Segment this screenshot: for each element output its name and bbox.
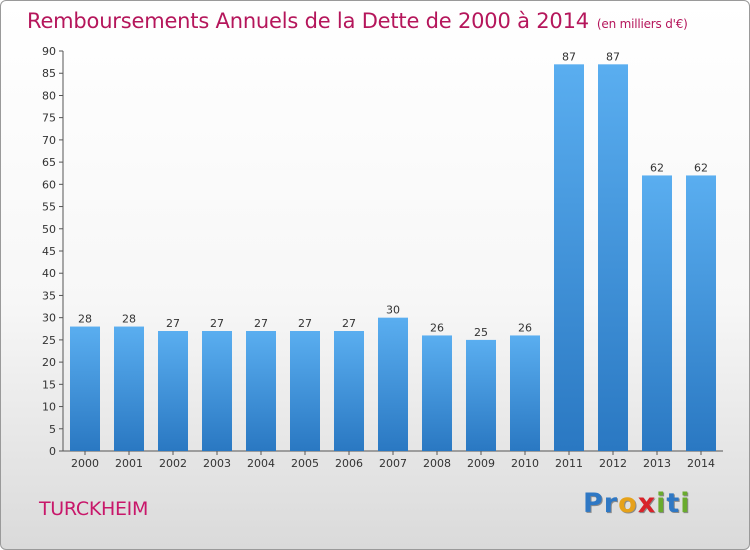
y-tick-label: 10 — [42, 401, 56, 414]
bar-2004 — [246, 331, 276, 451]
bar-value-label: 87 — [606, 50, 620, 63]
bar-2010 — [510, 335, 540, 451]
bar-value-label: 27 — [166, 317, 180, 330]
bar-value-label: 27 — [342, 317, 356, 330]
y-tick-label: 35 — [42, 289, 56, 302]
bar-2005 — [290, 331, 320, 451]
bar-2012 — [598, 64, 628, 452]
commune-name: TURCKHEIM — [39, 498, 149, 520]
y-tick-label: 60 — [42, 178, 56, 191]
x-tick-label: 2001 — [115, 457, 143, 470]
y-tick-label: 5 — [49, 423, 56, 436]
bar-value-label: 26 — [430, 321, 444, 334]
logo-letter: x — [637, 488, 657, 519]
x-tick-label: 2000 — [71, 457, 99, 470]
y-tick-label: 85 — [42, 67, 56, 80]
bar-value-label: 62 — [694, 161, 708, 174]
bar-2003 — [202, 331, 232, 451]
x-tick-label: 2010 — [511, 457, 539, 470]
bar-2009 — [466, 339, 496, 451]
y-tick-label: 90 — [42, 45, 56, 58]
x-tick-label: 2007 — [379, 457, 407, 470]
chart-title-text: Remboursements Annuels de la Dette de 20… — [27, 9, 589, 33]
x-tick-label: 2003 — [203, 457, 231, 470]
x-tick-label: 2002 — [159, 457, 187, 470]
x-tick-label: 2004 — [247, 457, 275, 470]
y-tick-label: 50 — [42, 223, 56, 236]
bar-2014 — [686, 175, 716, 451]
y-tick-label: 75 — [42, 112, 56, 125]
y-tick-label: 45 — [42, 245, 56, 258]
x-tick-label: 2005 — [291, 457, 319, 470]
bar-2001 — [114, 326, 144, 451]
logo-letter: i — [656, 488, 667, 519]
bar-value-label: 25 — [474, 326, 488, 339]
bar-value-label: 27 — [298, 317, 312, 330]
logo-letter: o — [618, 488, 638, 519]
logo-letter: t — [666, 488, 681, 519]
bar-2007 — [378, 317, 408, 451]
y-tick-label: 0 — [49, 445, 56, 458]
logo-letter: i — [680, 488, 691, 519]
proxiti-logo: Proxiti — [583, 488, 691, 519]
bar-2008 — [422, 335, 452, 451]
y-tick-label: 70 — [42, 134, 56, 147]
bar-value-label: 87 — [562, 50, 576, 63]
x-tick-label: 2012 — [599, 457, 627, 470]
chart-title: Remboursements Annuels de la Dette de 20… — [27, 9, 688, 33]
y-tick-label: 15 — [42, 378, 56, 391]
y-tick-label: 25 — [42, 334, 56, 347]
x-tick-label: 2009 — [467, 457, 495, 470]
y-tick-label: 40 — [42, 267, 56, 280]
bar-value-label: 62 — [650, 161, 664, 174]
y-tick-label: 20 — [42, 356, 56, 369]
bar-2002 — [158, 331, 188, 451]
logo-letter: r — [603, 488, 619, 519]
bar-2013 — [642, 175, 672, 451]
y-tick-label: 65 — [42, 156, 56, 169]
bar-value-label: 27 — [254, 317, 268, 330]
x-tick-label: 2008 — [423, 457, 451, 470]
bar-2006 — [334, 331, 364, 451]
bar-value-label: 28 — [78, 313, 92, 326]
bar-2000 — [70, 326, 100, 451]
bar-value-label: 30 — [386, 304, 400, 317]
x-tick-label: 2006 — [335, 457, 363, 470]
bar-2011 — [554, 64, 584, 452]
chart-unit: (en milliers d'€) — [596, 17, 688, 31]
y-tick-label: 30 — [42, 312, 56, 325]
y-tick-label: 80 — [42, 89, 56, 102]
bar-value-label: 26 — [518, 321, 532, 334]
bar-value-label: 27 — [210, 317, 224, 330]
bar-value-label: 28 — [122, 313, 136, 326]
x-tick-label: 2013 — [643, 457, 671, 470]
x-tick-label: 2011 — [555, 457, 583, 470]
logo-letter: P — [583, 488, 604, 519]
y-tick-label: 55 — [42, 201, 56, 214]
x-tick-label: 2014 — [687, 457, 715, 470]
